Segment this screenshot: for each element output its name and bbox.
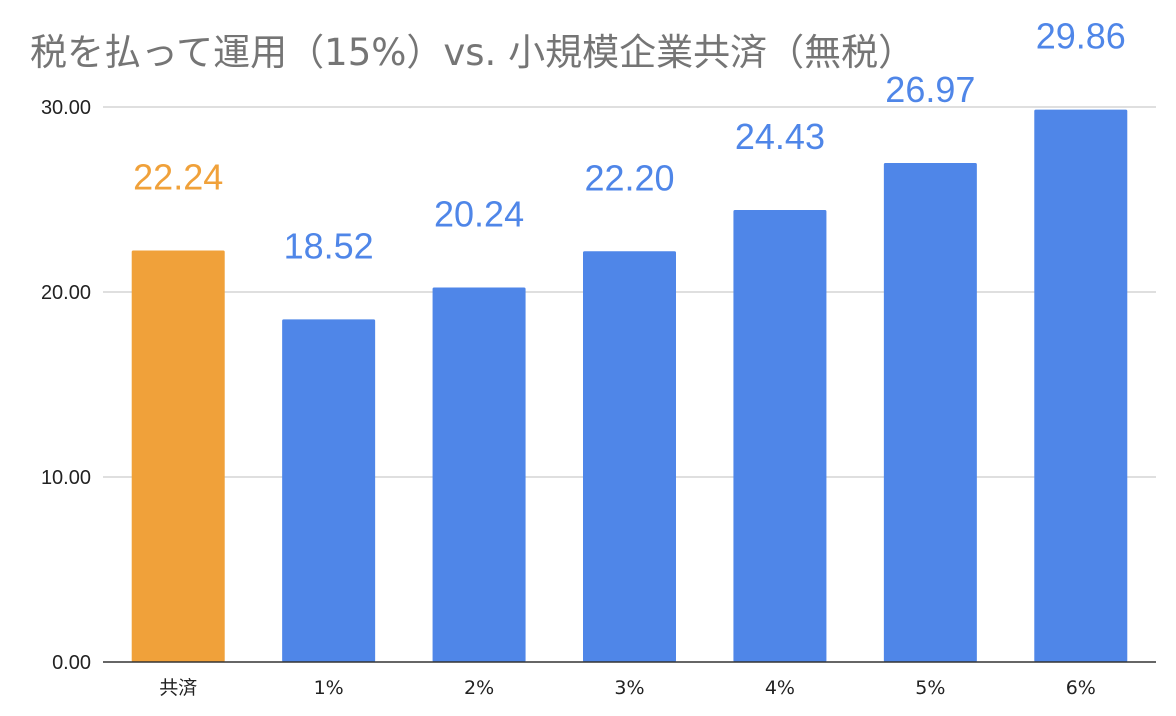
data-labels: 22.24 18.52 20.24 22.20 24.43 26.97 29.86 [133, 16, 1126, 267]
y-tick-label: 20.00 [41, 282, 91, 304]
bar-0 [131, 250, 225, 662]
data-label: 20.24 [434, 194, 524, 235]
data-label: 29.86 [1036, 16, 1126, 57]
x-tick-label: 1% [314, 677, 344, 699]
bar-3 [583, 251, 676, 663]
x-tick-label: 2% [464, 677, 494, 699]
chart-title: 税を払って運用（15%）vs. 小規模企業共済（無税） [30, 31, 916, 74]
x-tick-label: 3% [614, 677, 644, 699]
bar-1 [282, 319, 376, 662]
bar-4 [733, 210, 827, 663]
y-tick-label: 0.00 [52, 652, 91, 674]
bar-6 [1034, 109, 1128, 663]
data-label: 22.20 [584, 157, 674, 198]
bars [131, 109, 1128, 663]
x-tick-label: 6% [1066, 677, 1096, 699]
y-tick-label: 10.00 [41, 467, 91, 489]
data-label: 18.52 [284, 225, 374, 266]
data-label: 26.97 [885, 69, 975, 110]
x-tick-label: 5% [915, 677, 945, 699]
y-tick-label: 30.00 [41, 97, 91, 119]
x-axis-labels: 共済 1% 2% 3% 4% 5% 6% [159, 677, 1096, 699]
data-label: 24.43 [735, 116, 825, 157]
data-label: 22.24 [133, 157, 223, 198]
y-axis-ticks: 0.00 10.00 20.00 30.00 [41, 97, 91, 674]
bar-5 [883, 163, 977, 662]
bar-2 [432, 287, 526, 662]
x-tick-label: 共済 [159, 677, 197, 699]
x-tick-label: 4% [765, 677, 795, 699]
